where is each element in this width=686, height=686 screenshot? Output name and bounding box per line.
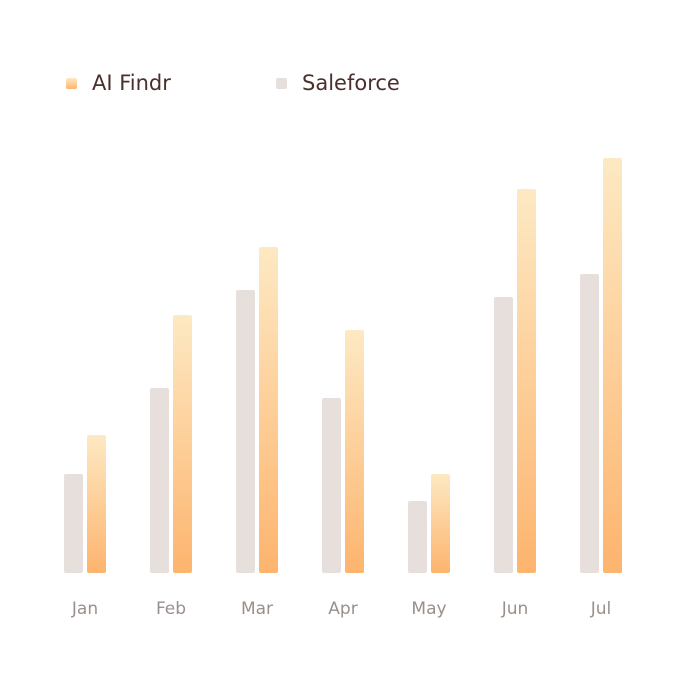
x-tick-label: Jun	[501, 599, 529, 619]
bar	[408, 501, 427, 573]
x-tick-label: Feb	[156, 599, 186, 619]
x-tick-label: Apr	[328, 599, 357, 619]
bar	[87, 435, 106, 573]
bar	[322, 398, 341, 573]
bar	[345, 330, 364, 573]
legend-label: AI Findr	[92, 71, 171, 95]
bar	[603, 158, 622, 573]
bar	[517, 189, 536, 573]
bar	[150, 388, 169, 573]
bar	[236, 290, 255, 573]
bar	[259, 247, 278, 573]
bar	[173, 315, 192, 573]
bar	[580, 274, 599, 573]
x-tick-label: Jul	[590, 599, 612, 619]
x-tick-label: May	[411, 599, 446, 619]
legend-swatch	[66, 78, 77, 89]
bar	[64, 474, 83, 573]
legend-label: Saleforce	[302, 71, 400, 95]
legend-swatch	[276, 78, 287, 89]
x-tick-label: Jan	[71, 599, 98, 619]
bar	[494, 297, 513, 573]
x-tick-label: Mar	[241, 599, 273, 619]
bar	[431, 474, 450, 573]
